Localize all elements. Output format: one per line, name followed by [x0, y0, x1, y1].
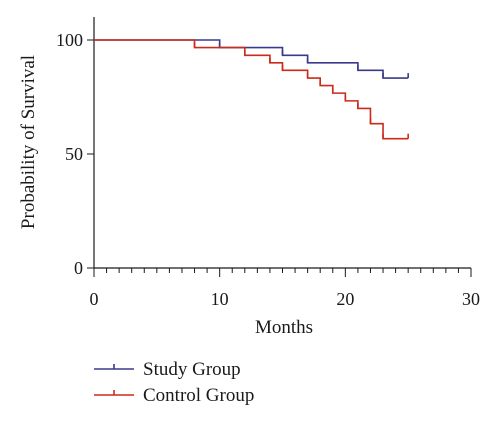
x-tick-label: 10	[211, 289, 229, 309]
axes: 0 10 20 30 0 50 100	[56, 17, 480, 309]
control-group-curve	[94, 39, 409, 140]
y-tick-label: 100	[56, 30, 83, 50]
x-tick-label: 30	[462, 289, 480, 309]
study-group-legend-label: Study Group	[143, 359, 241, 380]
study-group-curve	[94, 39, 409, 79]
legend: Study Group Control Group	[94, 359, 254, 406]
plot-area	[94, 39, 409, 140]
x-axis-label: Months	[255, 317, 313, 338]
control-group-legend-label: Control Group	[143, 385, 254, 406]
y-tick-label: 50	[65, 144, 83, 164]
y-tick-label: 0	[74, 258, 83, 278]
x-tick-label: 20	[336, 289, 354, 309]
y-axis-label: Probability of Survival	[18, 55, 39, 229]
x-tick-label: 0	[90, 289, 99, 309]
